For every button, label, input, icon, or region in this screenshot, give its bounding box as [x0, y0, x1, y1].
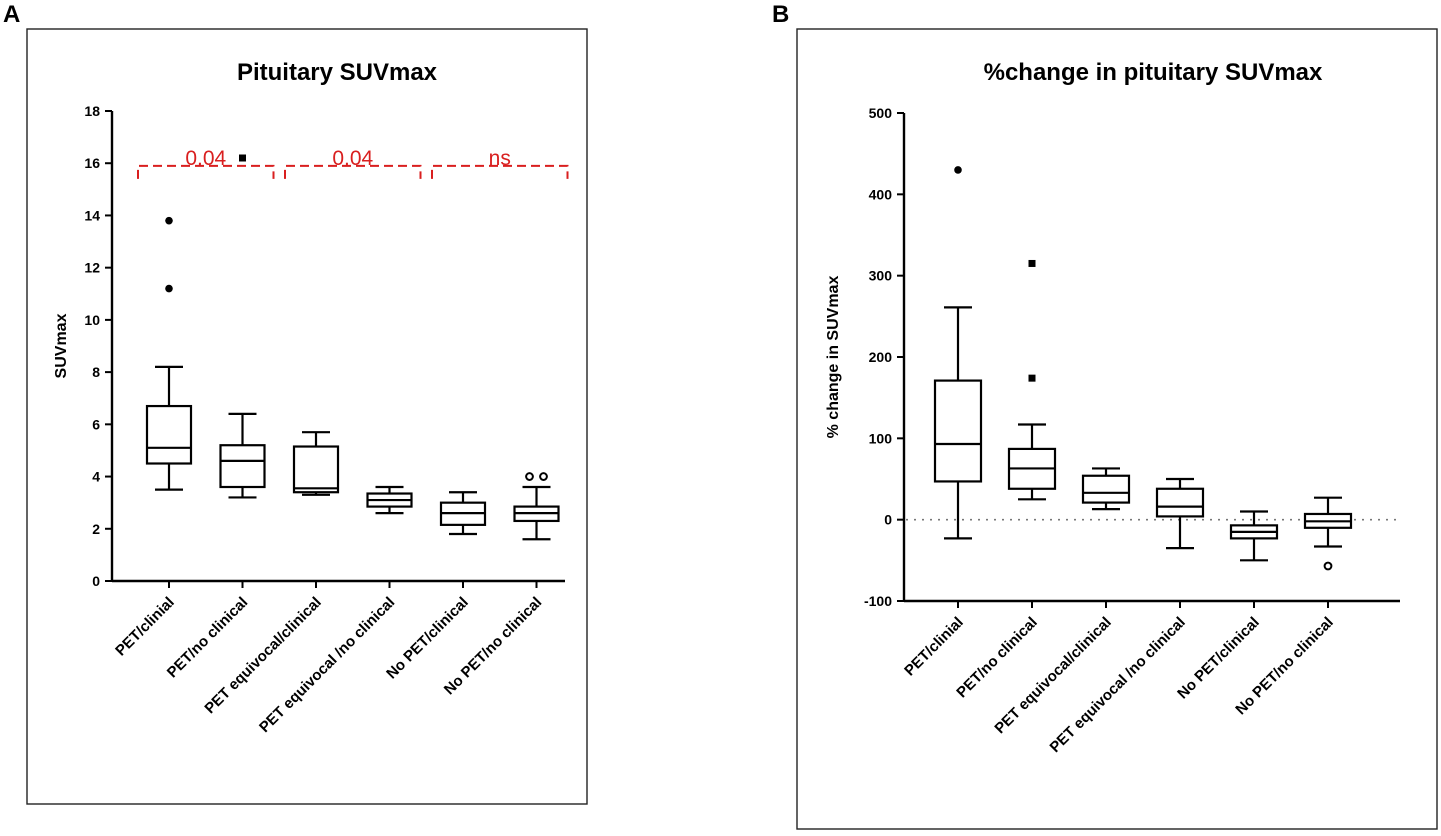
y-tick-label: 6 — [92, 416, 100, 432]
y-tick-label: 100 — [869, 430, 893, 446]
y-tick-label: 300 — [869, 268, 893, 284]
panel-b-letter: B — [772, 1, 789, 28]
panel-b-title: %change in pituitary SUVmax — [984, 59, 1323, 86]
panel-b: B %change in pituitary SUVmax -100 0 100 20… — [772, 1, 1438, 830]
box-iqr — [145, 404, 193, 465]
x-category-label: PET equivocal /no clinical — [256, 594, 398, 736]
outlier-point — [539, 472, 548, 481]
outlier-point — [1028, 259, 1036, 267]
panel-b-frame — [796, 28, 1438, 830]
box-iqr — [1081, 474, 1131, 504]
y-tick-label: 0 — [884, 512, 892, 528]
significance-bracket — [137, 164, 275, 179]
box-iqr — [1155, 487, 1205, 518]
y-tick-label: 0 — [92, 573, 100, 589]
y-axis-label: SUVmax — [53, 313, 70, 378]
x-category-label: PET/clinial — [112, 594, 178, 660]
panel-a: A Pituitary SUVmax 0 2 4 6 8 10 12 14 16 18 SUVmax… — [3, 1, 588, 805]
box-iqr — [292, 445, 340, 494]
y-tick-label: 8 — [92, 364, 100, 380]
x-category-label: PET equivocal /no clinical — [1047, 614, 1189, 756]
y-tick-label: 400 — [869, 186, 893, 202]
significance-bracket — [284, 164, 422, 179]
outlier-point — [239, 154, 246, 162]
outlier-point — [954, 166, 962, 174]
outlier-point — [525, 472, 534, 481]
y-tick-label: 18 — [84, 103, 100, 119]
y-tick-label: -100 — [864, 593, 892, 609]
significance-label: ns — [489, 147, 511, 170]
y-tick-label: 200 — [869, 349, 893, 365]
outlier-point — [165, 216, 173, 225]
outlier-point — [165, 284, 173, 293]
box-iqr — [933, 379, 983, 483]
y-axis-label: % change in SUVmax — [825, 276, 842, 439]
significance-label: 0.04 — [332, 147, 373, 170]
y-tick-label: 16 — [84, 155, 100, 171]
y-tick-label: 2 — [92, 521, 100, 537]
panel-a-title: Pituitary SUVmax — [237, 59, 438, 86]
y-tick-label: 12 — [84, 260, 100, 276]
significance-label: 0.04 — [185, 147, 226, 170]
panel-b-plot: -100 0 100 200 300 400 500 % change in SUVmax PE… — [825, 105, 1400, 756]
y-tick-label: 4 — [92, 469, 100, 485]
panel-a-letter: A — [3, 1, 20, 28]
box-iqr — [219, 444, 266, 489]
outlier-point — [1028, 374, 1036, 382]
x-category-label: PET/clinial — [901, 614, 967, 680]
y-tick-label: 10 — [84, 312, 100, 328]
y-tick-label: 500 — [869, 105, 893, 121]
outlier-point — [1323, 561, 1333, 571]
y-tick-label: 14 — [84, 207, 100, 223]
significance-bracket — [431, 164, 569, 179]
panel-a-frame — [26, 28, 588, 805]
